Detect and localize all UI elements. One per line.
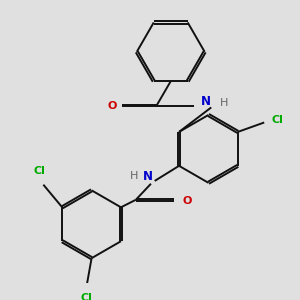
Text: O: O	[182, 196, 191, 206]
Text: N: N	[201, 95, 211, 108]
Text: H: H	[130, 171, 138, 181]
Text: Cl: Cl	[34, 167, 46, 176]
Text: H: H	[220, 98, 229, 108]
Text: Cl: Cl	[81, 293, 93, 300]
Text: Cl: Cl	[272, 115, 283, 125]
Text: O: O	[108, 100, 117, 110]
Text: N: N	[143, 170, 153, 183]
